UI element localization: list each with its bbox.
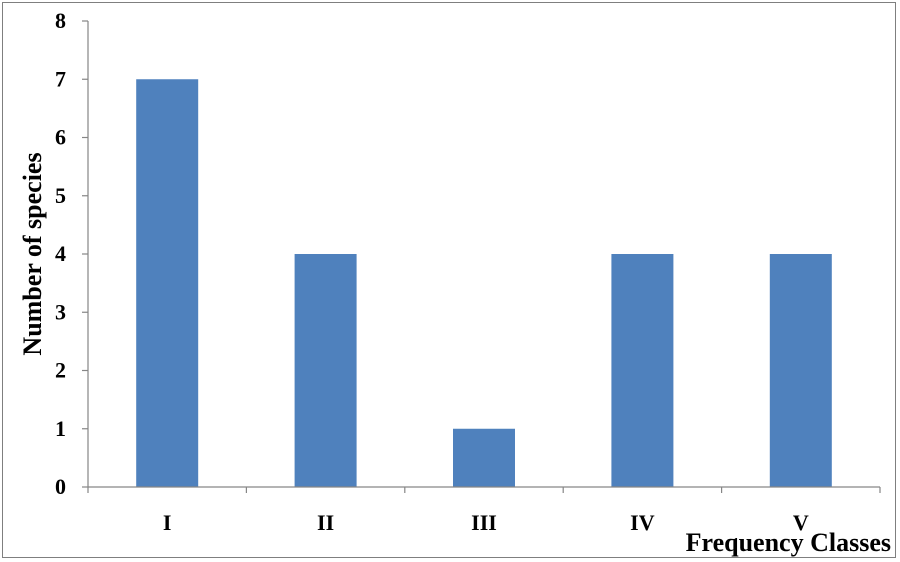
x-axis-title: Frequency Classes (686, 528, 891, 557)
x-tick-label: II (317, 510, 334, 535)
y-tick-label: 7 (55, 66, 66, 91)
bar-II (294, 254, 357, 487)
bar-IV (611, 254, 674, 487)
y-tick-label: 5 (55, 183, 66, 208)
x-tick-label: IV (630, 510, 655, 535)
y-axis-title: Number of species (18, 152, 47, 355)
bar-I (136, 79, 199, 487)
x-tick-label: V (793, 510, 809, 535)
bar-V (769, 254, 832, 487)
y-tick-label: 6 (55, 125, 66, 150)
x-axis-ticks: I II III IV V (87, 487, 881, 535)
y-tick-label: 3 (55, 299, 66, 324)
x-tick-label: I (163, 510, 172, 535)
y-tick-label: 1 (55, 416, 66, 441)
y-tick-label: 8 (55, 8, 66, 33)
y-tick-label: 0 (55, 474, 66, 499)
bar-III (453, 428, 515, 487)
y-axis-ticks: 0 1 2 3 4 5 6 7 8 (55, 8, 88, 499)
bars (136, 79, 832, 487)
y-tick-label: 4 (55, 241, 66, 266)
y-tick-label: 2 (55, 358, 66, 383)
x-tick-label: III (471, 510, 497, 535)
